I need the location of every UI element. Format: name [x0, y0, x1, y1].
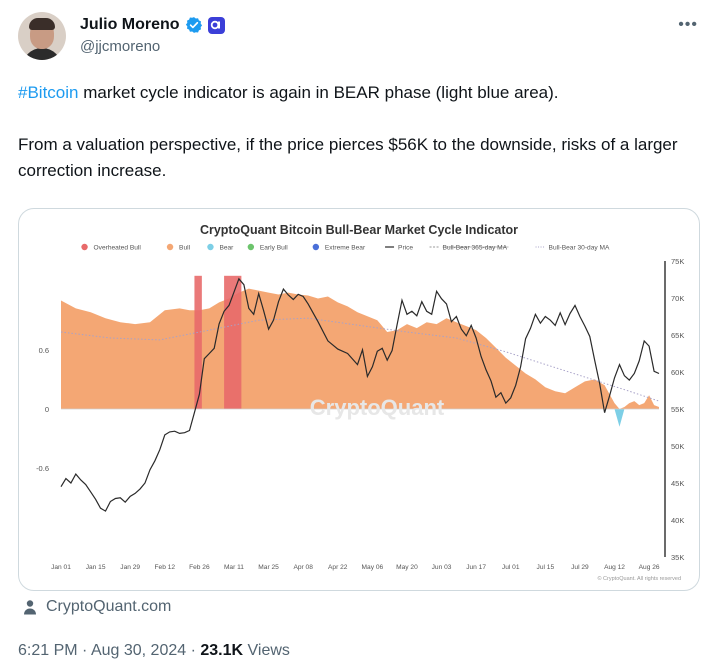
- right-tick-label: 65K: [671, 331, 684, 340]
- display-name[interactable]: Julio Moreno: [80, 16, 180, 33]
- left-axis-ticks: 0.6 0 -0.6: [36, 346, 49, 473]
- x-tick-label: Jan 01: [51, 564, 71, 571]
- x-tick-label: May 20: [396, 564, 418, 571]
- bull-bear-chart: CryptoQuant Bitcoin Bull-Bear Market Cyc…: [36, 223, 684, 582]
- x-tick-label: Jun 03: [432, 564, 452, 571]
- legend-label: Bull: [179, 245, 191, 252]
- tweet-header: Julio Moreno @jjcmoreno •••: [18, 12, 698, 64]
- legend-label: Bull-Bear 365-day MA: [443, 245, 508, 252]
- x-tick-label: Jan 15: [86, 564, 106, 571]
- legend-item: Price: [385, 245, 413, 252]
- right-tick-label: 35K: [671, 553, 684, 562]
- x-tick-label: Jul 01: [502, 564, 520, 571]
- x-tick-label: May 06: [362, 564, 384, 571]
- left-tick-label: 0: [45, 405, 49, 414]
- x-tick-label: Feb 26: [189, 564, 210, 571]
- x-tick-label: Jan 29: [120, 564, 140, 571]
- x-axis-ticks: Jan 01 Jan 15 Jan 29 Feb 12 Feb 26 Mar 11 Mar …: [51, 564, 660, 571]
- right-tick-label: 50K: [671, 442, 684, 451]
- right-tick-label: 55K: [671, 405, 684, 414]
- price-line: [60, 277, 660, 512]
- more-options-icon[interactable]: •••: [678, 16, 698, 33]
- x-tick-label: Feb 12: [155, 564, 176, 571]
- views-label: Views: [243, 642, 290, 659]
- x-tick-label: Aug 26: [639, 564, 660, 571]
- legend-label: Bull-Bear 30-day MA: [549, 245, 610, 252]
- x-tick-label: Jun 17: [466, 564, 486, 571]
- legend-swatch: [166, 243, 174, 251]
- phase-bands: [194, 275, 242, 409]
- bull-area: [61, 288, 659, 409]
- tweet-time[interactable]: 6:21 PM: [18, 642, 78, 659]
- right-tick-label: 75K: [671, 257, 684, 266]
- x-tick-label: Apr 08: [293, 564, 313, 571]
- verified-badge-icon: [185, 17, 202, 33]
- legend-swatch: [207, 243, 214, 251]
- legend-label: Price: [398, 245, 413, 252]
- legend-item: Bull-Bear 365-day MA: [429, 245, 509, 252]
- person-icon: [24, 600, 36, 615]
- author-info: Julio Moreno @jjcmoreno: [80, 14, 225, 55]
- avatar[interactable]: [18, 12, 66, 60]
- tweet-meta: 6:21 PM · Aug 30, 2024 · 23.1K Views: [18, 642, 290, 659]
- left-tick-label: 0.6: [39, 346, 49, 355]
- legend-item: Bear: [207, 243, 234, 252]
- right-tick-label: 40K: [671, 516, 684, 525]
- legend-swatch: [312, 243, 320, 251]
- right-axis-ticks: 75K 70K 65K 60K 55K 50K 45K 40K 35K: [671, 257, 684, 562]
- legend-item: Bull: [166, 243, 191, 252]
- x-tick-label: Aug 12: [604, 564, 625, 571]
- copyright-note: © CryptoQuant. All rights reserved: [597, 575, 681, 582]
- x-tick-label: Mar 25: [258, 564, 279, 571]
- legend-swatch: [247, 243, 255, 251]
- legend-swatch: [81, 243, 88, 251]
- hashtag-link[interactable]: #Bitcoin: [18, 83, 79, 102]
- watermark: CryptoQuant: [310, 395, 445, 420]
- views-count: 23.1K: [200, 642, 244, 659]
- legend-item: Bull-Bear 30-day MA: [535, 245, 610, 252]
- media-card[interactable]: CryptoQuant Bitcoin Bull-Bear Market Cyc…: [18, 208, 700, 591]
- left-tick-label: -0.6: [36, 464, 49, 473]
- tweet-text: #Bitcoin market cycle indicator is again…: [18, 80, 698, 210]
- tweet-line1-text: market cycle indicator is again in BEAR …: [78, 83, 559, 102]
- x-tick-label: Apr 22: [328, 564, 348, 571]
- phase-band: [224, 275, 242, 409]
- affiliation-badge-icon[interactable]: [207, 16, 225, 34]
- legend-item: Extreme Bear: [312, 243, 366, 252]
- tweet-paragraph-2: From a valuation perspective, if the pri…: [18, 135, 678, 180]
- right-tick-label: 70K: [671, 294, 684, 303]
- legend-label: Early Bull: [260, 245, 288, 252]
- x-tick-label: Jul 29: [571, 564, 589, 571]
- legend-label: Extreme Bear: [325, 245, 366, 252]
- x-tick-label: Jul 15: [537, 564, 555, 571]
- right-tick-label: 60K: [671, 368, 684, 377]
- legend-item: Early Bull: [247, 243, 288, 252]
- legend-label: Overheated Bull: [94, 245, 142, 252]
- user-handle[interactable]: @jjcmoreno: [80, 38, 161, 55]
- right-tick-label: 45K: [671, 479, 684, 488]
- tweet-paragraph-1: #Bitcoin market cycle indicator is again…: [18, 80, 698, 106]
- legend-label: Bear: [219, 245, 234, 252]
- chart-legend: Overheated Bull Bull Bear Early Bull Extreme…: [81, 243, 610, 252]
- legend-item: Overheated Bull: [81, 243, 142, 252]
- card-source-text: CryptoQuant.com: [46, 598, 172, 615]
- phase-band: [194, 275, 202, 409]
- x-tick-label: Mar 11: [224, 564, 244, 571]
- chart-title: CryptoQuant Bitcoin Bull-Bear Market Cyc…: [200, 223, 518, 237]
- card-source-link[interactable]: CryptoQuant.com: [22, 598, 171, 616]
- tweet-date[interactable]: Aug 30, 2024: [90, 642, 187, 659]
